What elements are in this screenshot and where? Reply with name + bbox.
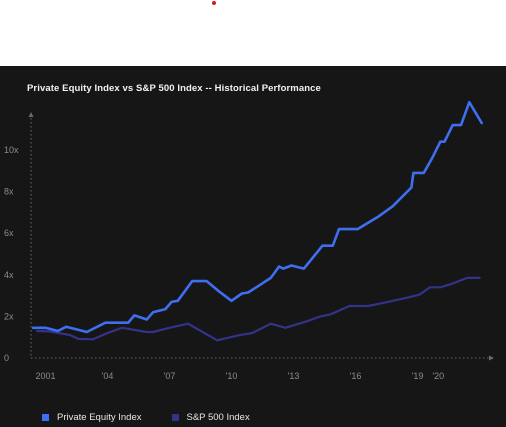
y-tick-label-5: 10x [4,145,19,155]
chart-title: Private Equity Index vs S&P 500 Index --… [27,83,321,94]
y-tick-label-3: 6x [4,228,14,238]
x-tick-labels: 2001 '04 '07 '10 '13 '16 '19 '20 [35,371,444,381]
y-axis [28,112,34,358]
y-tick-label-2: 4x [4,270,14,280]
y-tick-label-4: 8x [4,187,14,197]
legend-label-sp500: S&P 500 Index [186,412,250,423]
x-tick-label-1: '04 [102,371,114,381]
y-tick-label-1: 2x [4,311,14,321]
red-dot-marker [212,1,216,5]
chart-legend: Private Equity Index S&P 500 Index [42,412,250,423]
line-chart: 0 2x 4x 6x 8x 10x 2001 '04 '07 '10 '13 '16 '19 '20 [4,100,494,381]
x-tick-label-0: 2001 [35,371,55,381]
series-line-sp500 [36,276,481,342]
y-tick-labels: 0 2x 4x 6x 8x 10x [4,145,19,363]
x-tick-label-4: '13 [288,371,300,381]
legend-label-private-equity: Private Equity Index [57,412,142,423]
y-tick-label-0: 0 [4,353,9,363]
legend-item-sp500: S&P 500 Index [171,412,250,423]
x-tick-label-5: '16 [350,371,362,381]
legend-swatch-sp500 [171,414,179,421]
chart-panel: Private Equity Index vs S&P 500 Index --… [0,66,506,427]
x-axis [31,355,494,361]
legend-swatch-private-equity [42,414,49,421]
series-line-private-equity [31,100,483,334]
x-tick-label-3: '10 [226,371,238,381]
x-tick-label-7: '20 [432,371,444,381]
legend-item-private-equity: Private Equity Index [42,412,142,423]
series-lines [31,100,483,342]
x-tick-label-2: '07 [164,371,176,381]
x-tick-label-6: '19 [412,371,424,381]
